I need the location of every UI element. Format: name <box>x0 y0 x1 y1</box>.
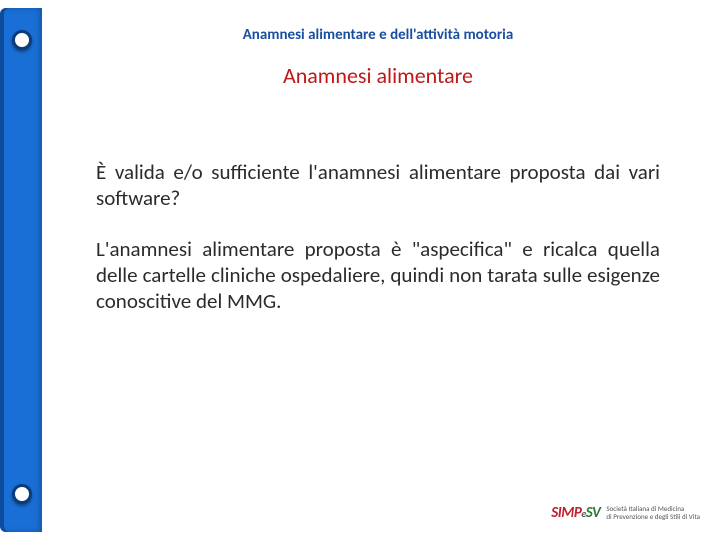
logo-tagline: Società Italiana di Medicina di Prevenzi… <box>606 505 700 520</box>
logo-text-simp: SIMP <box>551 504 581 522</box>
logo-text-sv: SV <box>586 504 601 522</box>
breadcrumb: Anamnesi alimentare e dell'attività moto… <box>42 26 714 44</box>
paragraph: L'anamnesi alimentare proposta è "aspeci… <box>96 236 660 315</box>
binder-hole-icon <box>12 484 32 504</box>
binder-hole-icon <box>12 30 32 50</box>
body-text: È valida e/o sufficiente l'anamnesi alim… <box>96 159 660 314</box>
paragraph: È valida e/o sufficiente l'anamnesi alim… <box>96 159 660 212</box>
binder-spine <box>0 8 42 532</box>
footer-logo: SIMPeSV Società Italiana di Medicina di … <box>551 504 700 522</box>
page-title: Anamnesi alimentare <box>42 62 714 89</box>
logo-tag-line: di Prevenzione e degli Stili di Vita <box>606 513 700 521</box>
logo-mark: SIMPeSV <box>551 504 600 522</box>
slide-page: Anamnesi alimentare e dell'attività moto… <box>42 8 714 532</box>
